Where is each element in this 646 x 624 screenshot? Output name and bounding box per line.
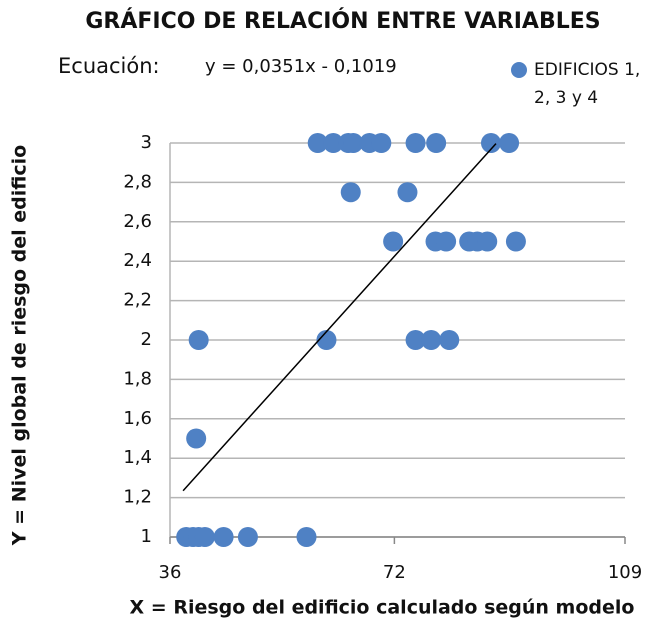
point <box>421 330 442 350</box>
equation-label: Ecuación: <box>58 54 160 78</box>
y-tick-label: 1,6 <box>123 408 152 429</box>
point <box>499 133 520 153</box>
point <box>505 231 526 252</box>
point <box>397 182 418 203</box>
y-tick-label: 1,8 <box>123 368 152 389</box>
point <box>316 330 337 350</box>
x-tick-label: 36 <box>159 562 182 583</box>
point <box>237 527 258 547</box>
point <box>213 527 234 547</box>
y-tick-label: 3 <box>141 132 152 153</box>
y-tick-label: 2,4 <box>123 250 152 271</box>
point <box>371 133 392 153</box>
chart-title: GRÁFICO DE RELACIÓN ENTRE VARIABLES <box>85 8 600 34</box>
point <box>477 231 498 252</box>
point <box>383 231 404 252</box>
point <box>405 330 426 350</box>
point <box>436 231 457 252</box>
y-tick-label: 2 <box>141 329 152 350</box>
point <box>426 133 447 153</box>
point <box>480 133 501 153</box>
point <box>186 428 207 449</box>
point <box>296 527 317 547</box>
y-tick-label: 2,6 <box>123 211 152 232</box>
y-tick-label: 2,2 <box>123 290 152 311</box>
legend-marker <box>511 62 527 78</box>
point <box>188 330 209 350</box>
y-axis-label: Y = Nivel global de riesgo del edificio <box>9 145 31 546</box>
x-tick-label: 72 <box>383 562 406 583</box>
point <box>405 133 426 153</box>
point <box>343 133 364 153</box>
point <box>307 133 328 153</box>
equation: y = 0,0351x - 0,1019 <box>205 56 397 77</box>
point <box>439 330 460 350</box>
point <box>340 182 361 203</box>
y-tick-label: 1,2 <box>123 487 152 508</box>
point <box>194 527 215 547</box>
trendline <box>182 143 497 492</box>
y-tick-label: 1,4 <box>123 447 152 468</box>
y-tick-label: 1 <box>141 526 152 547</box>
x-axis-label: X = Riesgo del edificio calculado según … <box>130 597 635 619</box>
legend-label: EDIFICIOS 1, 2, 3 y 4 <box>534 60 641 108</box>
point <box>323 133 344 153</box>
y-tick-label: 2,8 <box>123 171 152 192</box>
x-tick-label: 109 <box>608 562 642 583</box>
